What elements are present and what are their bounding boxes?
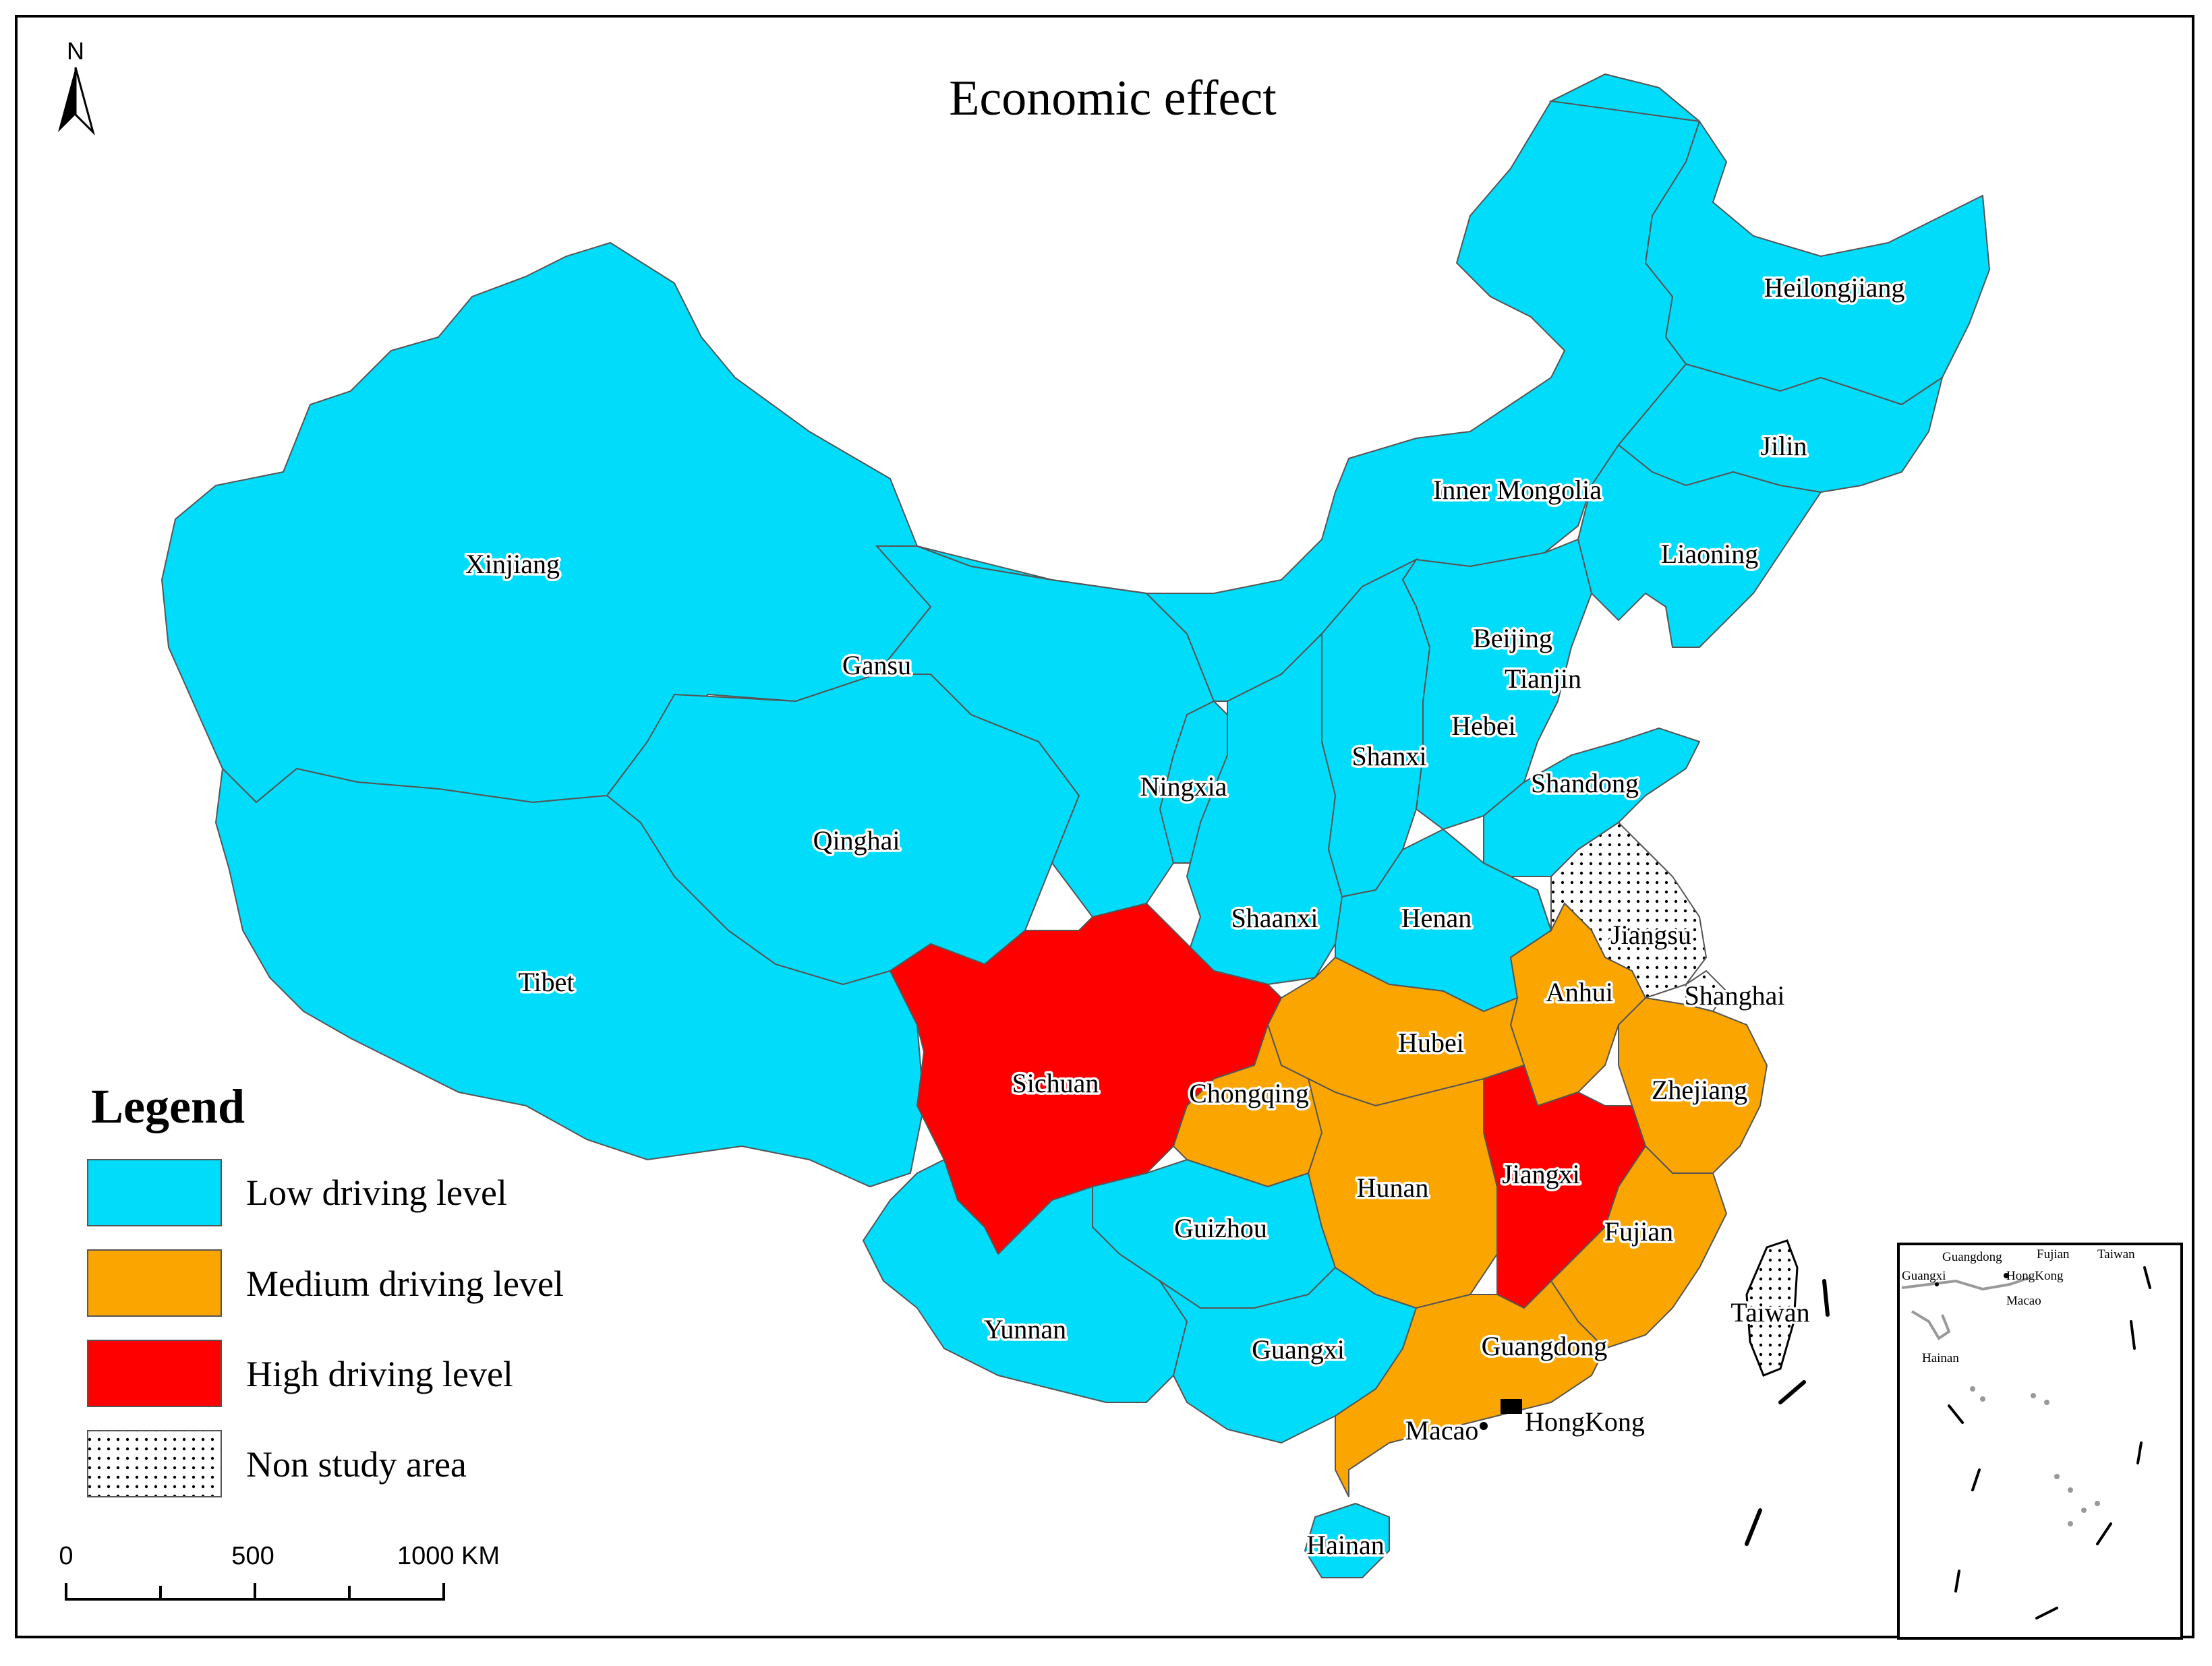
province-label-tibet: Tibet: [518, 967, 574, 997]
province-label-fujian: Fujian: [1604, 1216, 1673, 1247]
legend-swatch-low: [87, 1159, 222, 1226]
province-label-liaoning: Liaoning: [1661, 539, 1758, 569]
legend-swatch-high: [87, 1340, 222, 1407]
north-label: N: [67, 37, 84, 65]
legend: Legend Low driving level Medium driving …: [87, 1079, 564, 1497]
legend-label-low: Low driving level: [246, 1172, 507, 1213]
scale-label-500: 500: [231, 1542, 274, 1570]
province-label-sichuan: Sichuan: [1012, 1068, 1099, 1098]
province-label-guizhou: Guizhou: [1174, 1213, 1267, 1243]
province-label-xinjiang: Xinjiang: [465, 549, 560, 579]
inset-label-hongkong: HongKong: [2006, 1269, 2064, 1283]
inset-label-taiwan: Taiwan: [2097, 1247, 2135, 1261]
province-label-beijing: Beijing: [1473, 623, 1552, 653]
province-label-guangxi: Guangxi: [1252, 1334, 1345, 1365]
legend-label-medium: Medium driving level: [246, 1263, 564, 1304]
province-guangdong: [1335, 1280, 1606, 1497]
province-label-chongqing: Chongqing: [1189, 1078, 1309, 1108]
province-label-anhui: Anhui: [1546, 977, 1613, 1007]
province-label-inner-mongolia: Inner Mongolia: [1433, 475, 1602, 505]
province-label-hebei: Hebei: [1451, 711, 1516, 741]
province-label-heilongjiang: Heilongjiang: [1764, 272, 1905, 303]
province-macao-dot: [1480, 1422, 1488, 1430]
province-label-shaanxi: Shaanxi: [1231, 903, 1318, 933]
legend-title: Legend: [91, 1079, 245, 1133]
legend-swatch-non-study: [87, 1430, 222, 1497]
province-label-henan: Henan: [1401, 903, 1472, 933]
province-label-hubei: Hubei: [1398, 1028, 1464, 1058]
province-label-shandong: Shandong: [1531, 768, 1639, 798]
legend-label-high: High driving level: [246, 1354, 513, 1394]
province-shanghai: [1685, 970, 1728, 1013]
inset-label-fujian: Fujian: [2037, 1247, 2070, 1261]
province-tibet: [214, 767, 925, 1188]
province-label-shanghai: Shanghai: [1685, 980, 1785, 1011]
province-label-hunan: Hunan: [1357, 1172, 1429, 1203]
province-zhejiang: [1618, 996, 1768, 1174]
inset-label-hainan: Hainan: [1922, 1351, 1959, 1365]
province-label-guangdong: Guangdong: [1482, 1331, 1608, 1361]
province-taiwan: [1745, 1239, 1799, 1377]
province-label-qinghai: Qinghai: [813, 825, 900, 856]
inset-label-guangxi: Guangxi: [1902, 1269, 1946, 1283]
province-hongkong-dot: [1501, 1399, 1522, 1414]
province-shandong: [1483, 727, 1701, 877]
province-label-jiangsu: Jiangsu: [1610, 920, 1691, 950]
province-label-hainan: Hainan: [1306, 1530, 1385, 1560]
province-label-taiwan: Taiwan: [1730, 1297, 1809, 1328]
inset-map: Guangdong Fujian Taiwan Guangxi HongKong…: [1897, 1243, 2183, 1640]
province-label-yunnan: Yunnan: [984, 1314, 1066, 1344]
province-label-macao: Macao: [1405, 1415, 1479, 1446]
province-label-gansu: Gansu: [842, 650, 911, 680]
nine-dash-line: [1745, 1279, 1830, 1546]
legend-label-non-study: Non study area: [246, 1444, 467, 1485]
province-label-ningxia: Ningxia: [1140, 771, 1227, 802]
province-hainan: [1304, 1502, 1390, 1578]
map-title: Economic effect: [949, 71, 1277, 126]
province-label-shanxi: Shanxi: [1351, 741, 1426, 771]
inset-label-macao: Macao: [2006, 1294, 2041, 1308]
legend-swatch-medium: [87, 1249, 222, 1317]
province-label-jilin: Jilin: [1761, 431, 1807, 461]
province-label-hongkong: HongKong: [1525, 1406, 1645, 1437]
scale-label-0: 0: [59, 1542, 73, 1570]
north-arrow-icon: [58, 67, 95, 136]
province-label-tianjin: Tianjin: [1505, 663, 1581, 694]
scale-label-1000: 1000 KM: [397, 1542, 500, 1570]
scale-bar: 0 500 1000 KM: [59, 1542, 500, 1601]
province-label-zhejiang: Zhejiang: [1652, 1075, 1747, 1105]
province-liaoning: [1577, 444, 1822, 648]
inset-label-guangdong: Guangdong: [1942, 1250, 2002, 1264]
province-label-jiangxi: Jiangxi: [1502, 1159, 1580, 1189]
province-anhui: [1509, 889, 1647, 1107]
